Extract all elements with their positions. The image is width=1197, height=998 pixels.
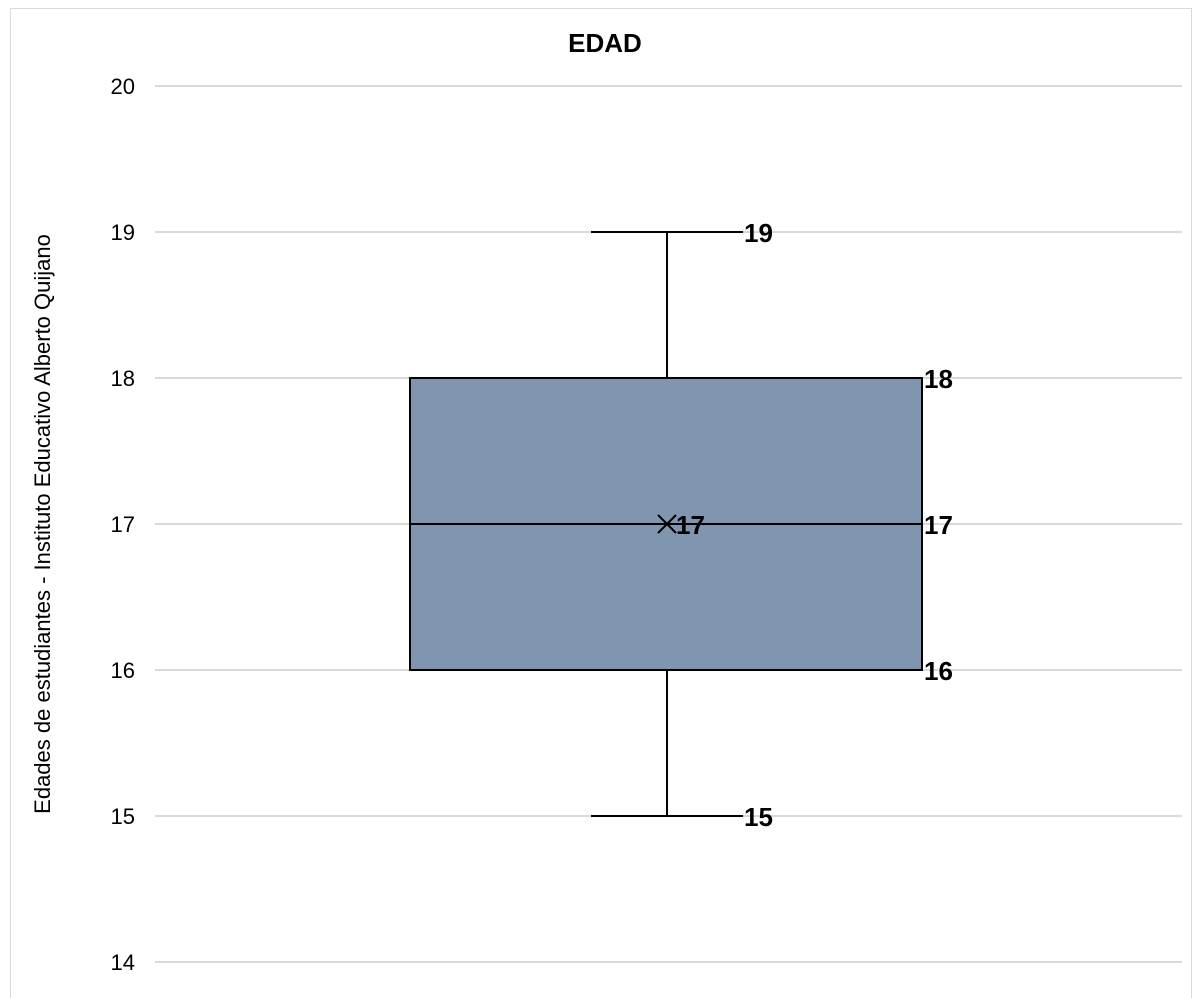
y-tick-label: 20	[111, 74, 135, 99]
q1-label: 16	[924, 656, 953, 686]
chart-frame	[10, 8, 1192, 998]
min-label: 15	[744, 802, 773, 832]
mean-marker	[657, 514, 677, 534]
data-labels: 19 18 17 17 16 15	[676, 218, 953, 832]
y-tick-label: 19	[111, 220, 135, 245]
max-label: 19	[744, 218, 773, 248]
y-tick-label: 18	[111, 366, 135, 391]
plot-area	[409, 231, 923, 817]
median-label: 17	[924, 510, 953, 540]
mean-label: 17	[676, 510, 705, 540]
y-tick-label: 17	[111, 512, 135, 537]
y-axis-ticks: 14 15 16 17 18 19 20	[111, 74, 135, 975]
y-tick-label: 15	[111, 804, 135, 829]
chart-title: EDAD	[568, 28, 642, 58]
y-axis-label: Edades de estudiantes - Instituto Educat…	[30, 234, 55, 814]
y-tick-label: 16	[111, 658, 135, 683]
y-tick-label: 14	[111, 950, 135, 975]
q3-label: 18	[924, 364, 953, 394]
